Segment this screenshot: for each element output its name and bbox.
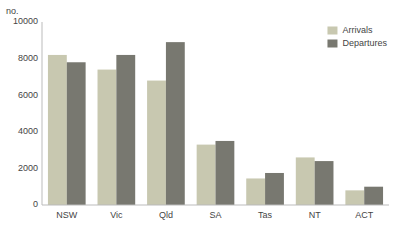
x-tick-label: Qld xyxy=(159,210,173,220)
bar xyxy=(116,55,135,205)
legend: Arrivals Departures xyxy=(327,25,387,48)
y-tick-label: 8000 xyxy=(18,53,38,63)
legend-swatch xyxy=(327,40,337,48)
legend-swatch xyxy=(327,27,337,35)
bar xyxy=(246,178,265,205)
bar xyxy=(296,157,315,205)
x-tick-label: ACT xyxy=(355,210,374,220)
y-tick-label: 10000 xyxy=(13,16,38,26)
y-tick-label: 6000 xyxy=(18,90,38,100)
x-tick-label: NSW xyxy=(56,210,78,220)
y-tick-label: 2000 xyxy=(18,163,38,173)
x-axis-line xyxy=(42,205,389,206)
bar xyxy=(315,161,334,205)
bar xyxy=(166,42,185,205)
x-tick-label: SA xyxy=(209,210,221,220)
bar xyxy=(364,187,383,205)
chart: 0 2000 4000 6000 8000 10000 NSW Vic Qld SA Tas NT AC… xyxy=(0,0,397,227)
bar xyxy=(48,55,67,205)
y-axis-label: no. xyxy=(6,6,19,16)
bar xyxy=(216,141,235,205)
y-axis-line xyxy=(42,22,43,205)
bar xyxy=(98,70,117,205)
bar xyxy=(197,145,216,205)
x-tick-label: NT xyxy=(309,210,321,220)
legend-label: Arrivals xyxy=(342,25,373,35)
legend-label: Departures xyxy=(342,38,387,48)
bar xyxy=(147,81,166,205)
x-tick-label: Vic xyxy=(110,210,123,220)
bar xyxy=(67,62,86,205)
bar xyxy=(265,173,284,205)
y-tick-label: 4000 xyxy=(18,126,38,136)
bar xyxy=(345,190,364,205)
y-tick-label: 0 xyxy=(33,199,38,209)
bars xyxy=(48,42,383,205)
x-tick-label: Tas xyxy=(258,210,273,220)
